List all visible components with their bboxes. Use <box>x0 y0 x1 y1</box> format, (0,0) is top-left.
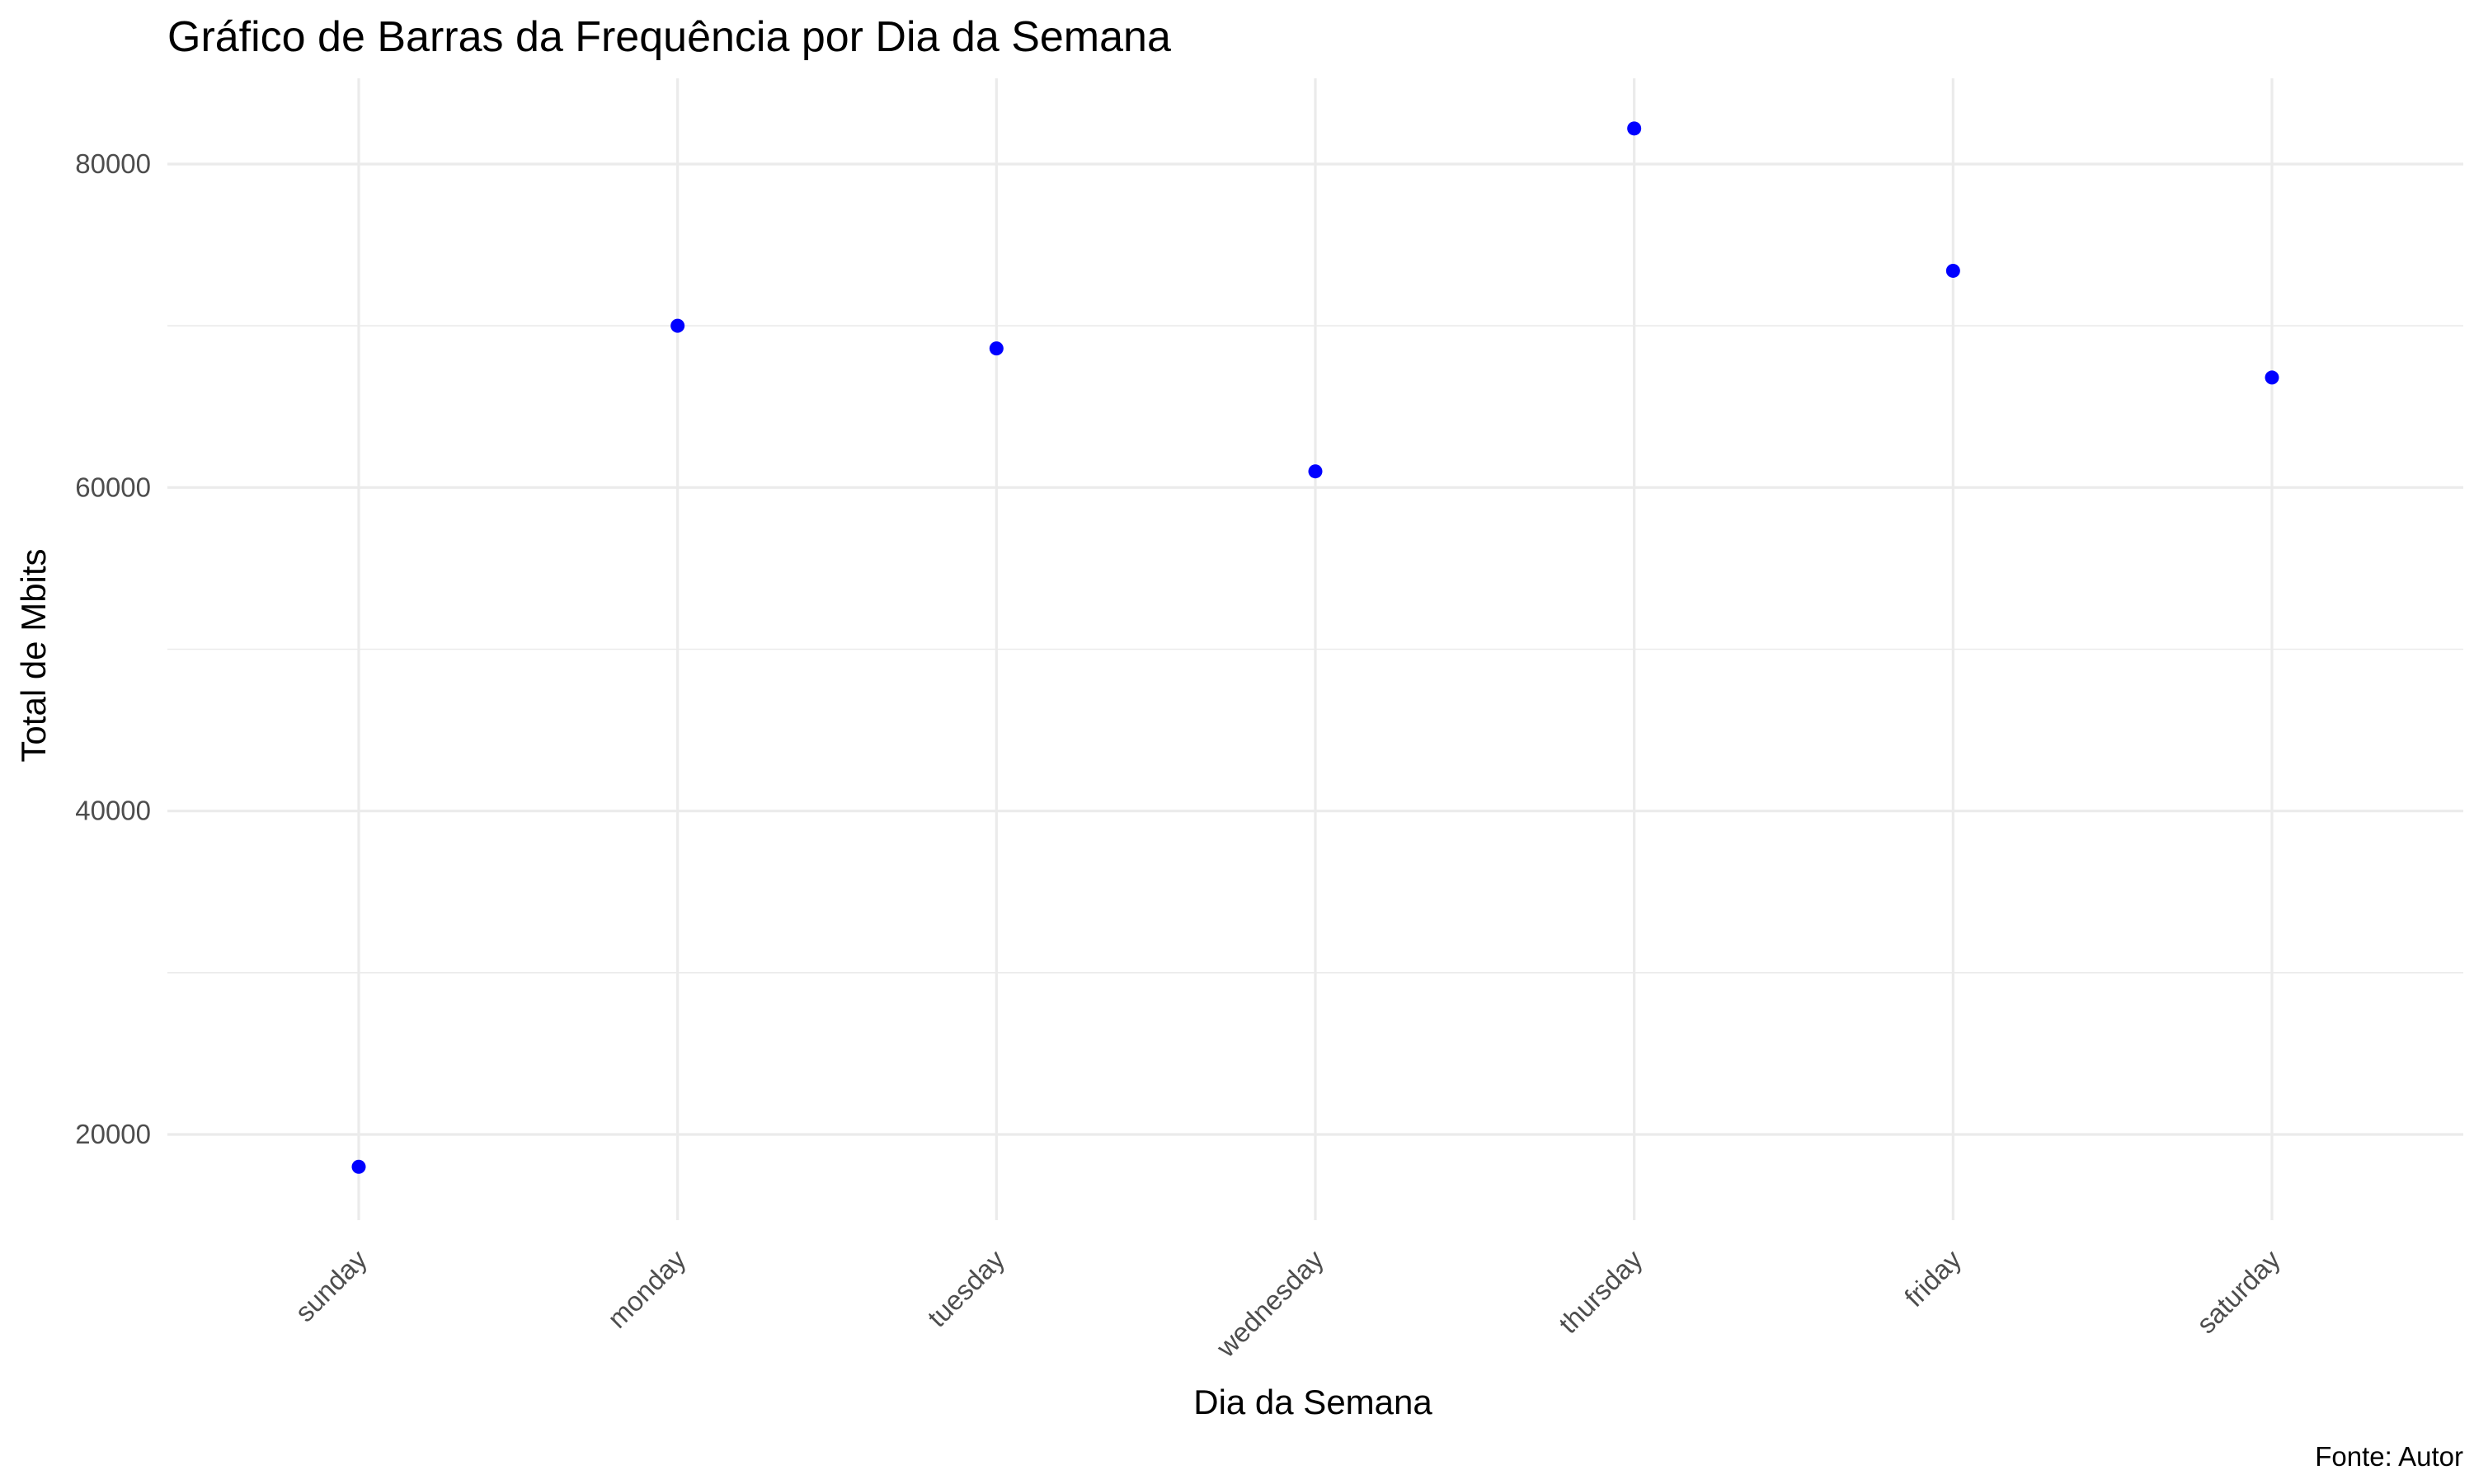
data-point-sunday <box>351 1159 366 1174</box>
chart-caption: Fonte: Autor <box>2315 1441 2463 1472</box>
y-tick-label-0: 20000 <box>75 1119 151 1149</box>
data-point-wednesday <box>1308 464 1323 479</box>
x-tick-label-wednesday: wednesday <box>1210 1243 1329 1363</box>
y-tick-label-1: 40000 <box>75 796 151 826</box>
y-tick-label-2: 60000 <box>75 472 151 502</box>
x-tick-label-saturday: saturday <box>2190 1243 2286 1339</box>
data-point-tuesday <box>989 341 1004 356</box>
data-point-monday <box>670 318 685 333</box>
chart-title: Gráfico de Barras da Frequência por Dia … <box>167 13 1171 61</box>
data-point-friday <box>1945 263 1960 278</box>
points-layer <box>351 121 2279 1174</box>
x-tick-label-thursday: thursday <box>1553 1243 1649 1339</box>
grid-layer <box>167 78 2463 1220</box>
y-tick-label-3: 80000 <box>75 148 151 179</box>
data-point-thursday <box>1627 121 1642 136</box>
x-axis-title: Dia da Semana <box>1193 1383 1432 1421</box>
x-tick-label-tuesday: tuesday <box>921 1243 1010 1332</box>
y-axis-title: Total de Mbits <box>14 548 53 762</box>
data-point-saturday <box>2265 370 2279 385</box>
x-tick-label-sunday: sunday <box>289 1243 374 1327</box>
x-tick-label-friday: friday <box>1898 1243 1968 1313</box>
x-tick-label-monday: monday <box>601 1243 692 1334</box>
y-axis-tick-labels: 20000 40000 60000 80000 <box>75 148 151 1149</box>
x-axis-tick-labels: sunday monday tuesday wednesday thursday frid… <box>289 1243 2287 1363</box>
